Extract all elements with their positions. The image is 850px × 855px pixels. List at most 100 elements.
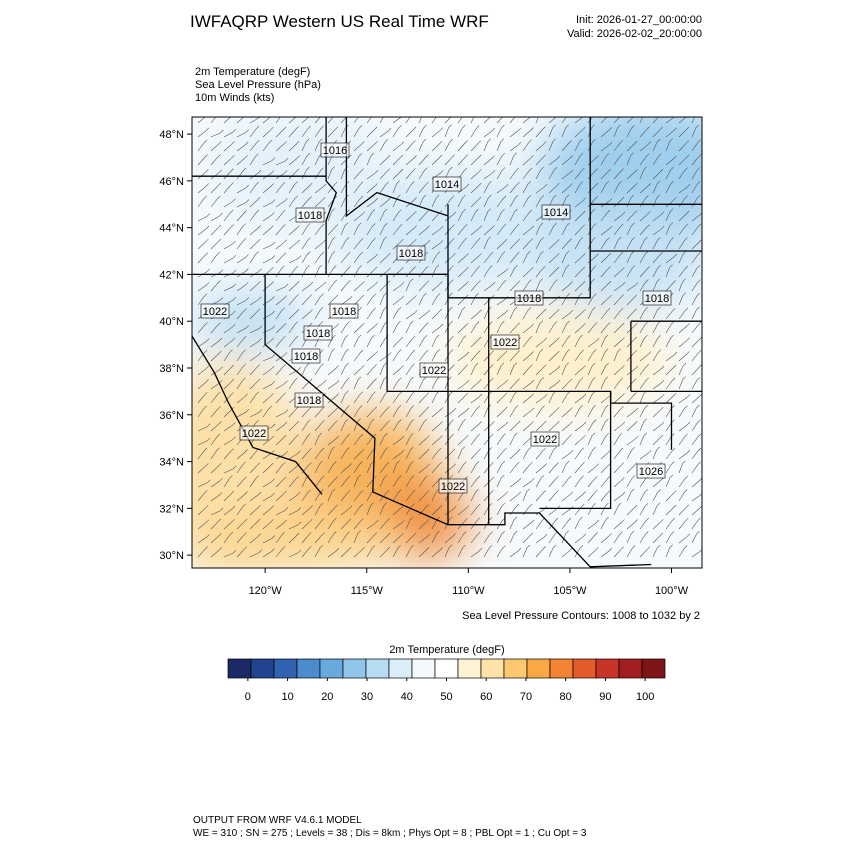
wind-barb bbox=[626, 407, 639, 418]
wind-barb bbox=[483, 281, 496, 292]
wind-barb bbox=[652, 168, 664, 180]
field-label: Sea Level Pressure (hPa) bbox=[195, 79, 321, 91]
lat-tick-label: 40°N bbox=[159, 316, 184, 328]
wind-barb bbox=[431, 421, 443, 432]
wind-barb bbox=[483, 251, 494, 264]
wind-barb bbox=[210, 280, 221, 292]
wind-barb bbox=[275, 322, 287, 334]
wind-barb bbox=[236, 199, 250, 208]
wind-barb bbox=[314, 420, 325, 432]
wind-barb bbox=[522, 519, 535, 530]
wind-barb bbox=[197, 546, 208, 558]
wind-barb bbox=[249, 181, 260, 194]
wind-barb bbox=[418, 418, 427, 432]
wind-barb bbox=[197, 127, 210, 138]
wind-barb bbox=[522, 139, 532, 152]
wind-barb bbox=[340, 518, 352, 530]
wind-barb bbox=[522, 225, 535, 236]
wind-barb bbox=[327, 208, 335, 222]
wind-barb bbox=[418, 225, 430, 236]
wind-barb bbox=[470, 169, 482, 180]
wind-barb bbox=[483, 180, 492, 194]
wind-barb bbox=[275, 283, 289, 292]
wind-barb bbox=[197, 391, 208, 404]
wind-barb bbox=[340, 377, 350, 390]
wind-barb bbox=[327, 365, 339, 376]
wind-barb bbox=[210, 478, 223, 488]
wind-barb bbox=[535, 141, 547, 152]
wind-barb bbox=[392, 391, 402, 404]
wind-barb bbox=[613, 168, 624, 180]
wind-barb bbox=[431, 334, 440, 348]
wind-barb bbox=[275, 117, 281, 124]
wind-barb bbox=[223, 128, 237, 138]
wind-barb bbox=[288, 195, 298, 208]
wind-barb bbox=[444, 124, 452, 138]
wind-barb bbox=[444, 195, 455, 208]
wind-barb bbox=[288, 294, 299, 306]
colorbar-box bbox=[618, 658, 643, 679]
wind-barb bbox=[613, 348, 621, 362]
wind-barb bbox=[470, 421, 482, 432]
wind-barb bbox=[626, 294, 638, 306]
wind-barb bbox=[483, 169, 496, 180]
wind-barb bbox=[431, 140, 443, 152]
wind-barb bbox=[613, 531, 623, 544]
wind-barb bbox=[626, 446, 635, 460]
wind-barb bbox=[236, 476, 247, 488]
wind-barb bbox=[327, 224, 339, 236]
wind-barb bbox=[626, 152, 634, 166]
wind-barb bbox=[340, 348, 349, 362]
wind-barb bbox=[249, 518, 261, 530]
wind-barb bbox=[275, 252, 287, 264]
wind-barb bbox=[418, 335, 428, 348]
wind-barb bbox=[639, 224, 650, 236]
wind-barb bbox=[379, 406, 390, 418]
wind-barb bbox=[561, 194, 570, 208]
wind-barb bbox=[262, 157, 276, 166]
wind-barb bbox=[444, 154, 456, 166]
wind-barb bbox=[353, 489, 364, 502]
wind-barb bbox=[522, 351, 534, 362]
wind-barb bbox=[366, 406, 378, 418]
wind-barb bbox=[444, 391, 454, 404]
wind-barb bbox=[496, 183, 509, 194]
wind-barb bbox=[509, 117, 516, 124]
wind-barb bbox=[535, 236, 545, 250]
contour-label-box bbox=[432, 176, 462, 192]
wind-barb bbox=[327, 420, 338, 432]
wind-barb bbox=[613, 462, 625, 474]
wind-barb bbox=[587, 138, 596, 152]
wind-barb bbox=[301, 294, 313, 306]
wind-barb bbox=[457, 364, 469, 376]
wind-barb bbox=[262, 255, 276, 264]
wind-barb bbox=[223, 349, 233, 362]
wind-barb bbox=[379, 306, 387, 320]
wind-barb bbox=[210, 238, 222, 250]
wind-barb bbox=[379, 391, 389, 404]
wind-barb bbox=[262, 353, 276, 362]
wind-barb bbox=[236, 210, 247, 222]
contour-label: 1022 bbox=[441, 481, 465, 493]
colorbar-box bbox=[503, 658, 528, 679]
wind-barb bbox=[392, 168, 404, 180]
wind-barb bbox=[249, 196, 261, 208]
wind-barb bbox=[509, 238, 521, 250]
wind-barb bbox=[314, 239, 327, 250]
wind-barb bbox=[314, 281, 327, 292]
wind-barb bbox=[340, 222, 349, 236]
wind-barb bbox=[418, 463, 431, 474]
wind-barb bbox=[574, 266, 586, 278]
wind-barb bbox=[275, 380, 288, 390]
wind-barb bbox=[626, 236, 636, 250]
wind-barb bbox=[691, 279, 701, 292]
wind-barb bbox=[548, 239, 560, 250]
wind-barb bbox=[392, 154, 404, 166]
wind-barb bbox=[574, 292, 583, 306]
wind-barb bbox=[431, 407, 443, 418]
wind-barb bbox=[301, 309, 313, 320]
wind-barb bbox=[366, 519, 379, 530]
wind-barb bbox=[275, 461, 286, 474]
wind-barb bbox=[639, 351, 652, 362]
wind-barb bbox=[236, 449, 248, 460]
